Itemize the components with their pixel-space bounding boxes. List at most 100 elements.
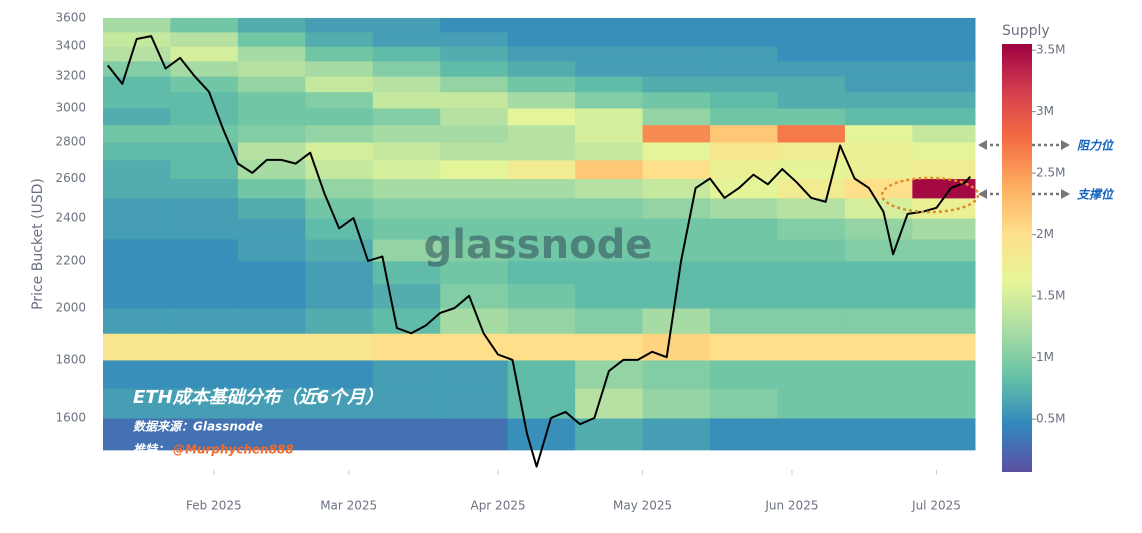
heatmap-cell — [103, 307, 171, 334]
heatmap-cell — [575, 359, 644, 389]
heatmap-cell — [103, 359, 171, 389]
heatmap-cell — [777, 239, 846, 262]
heatmap-cell — [912, 283, 976, 309]
heatmap-cell — [170, 239, 239, 262]
heatmap-cell — [575, 307, 644, 334]
heatmap-cell — [710, 260, 778, 285]
heatmap-cell — [642, 333, 711, 361]
heatmap-cell — [305, 359, 374, 389]
heatmap-cell — [237, 359, 306, 389]
heatmap-cell — [844, 76, 913, 93]
heatmap-cell — [912, 31, 976, 47]
heatmap-cell — [844, 418, 913, 451]
heatmap-cell — [103, 60, 171, 77]
y-tick-label: 1800 — [55, 352, 86, 366]
heatmap-cell — [507, 333, 576, 361]
heatmap-cell — [710, 141, 778, 161]
heatmap-cell — [440, 76, 509, 93]
heatmap-cell — [777, 141, 846, 161]
heatmap-cell — [103, 124, 171, 143]
heatmap-cell — [710, 31, 778, 47]
heatmap-cell — [507, 239, 576, 262]
heatmap-cell — [777, 307, 846, 334]
heatmap-cell — [170, 46, 239, 62]
heatmap-cell — [170, 159, 239, 180]
heatmap-cell — [170, 260, 239, 285]
heatmap-cell — [440, 124, 509, 143]
heatmap-cell — [642, 260, 711, 285]
heatmap-cell — [575, 283, 644, 309]
heatmap-cell — [710, 218, 778, 240]
heatmap-cell — [844, 124, 913, 143]
heatmap-cell — [777, 91, 846, 109]
heatmap-cell — [710, 91, 778, 109]
heatmap-cell — [372, 46, 441, 62]
heatmap-cell — [305, 107, 374, 126]
heatmap-cell — [440, 107, 509, 126]
heatmap-cell — [507, 76, 576, 93]
heatmap-cell — [642, 107, 711, 126]
heatmap-cell — [103, 141, 171, 161]
x-tick-label: Mar 2025 — [320, 499, 377, 513]
heatmap-cell — [507, 260, 576, 285]
y-tick-label: 2600 — [55, 171, 86, 185]
heatmap-cell — [777, 159, 846, 180]
heatmap-cell — [912, 260, 976, 285]
heatmap-cell — [507, 388, 576, 419]
heatmap-cell — [170, 18, 239, 33]
heatmap-cell — [372, 359, 441, 389]
heatmap-cell — [777, 178, 846, 199]
heatmap-cell — [575, 197, 644, 219]
heatmap-cell — [507, 46, 576, 62]
heatmap-cell — [777, 260, 846, 285]
heatmap-cell — [372, 91, 441, 109]
heatmap-cell — [710, 197, 778, 219]
heatmap-cell — [575, 141, 644, 161]
heatmap-cell — [440, 359, 509, 389]
heatmap-cell — [237, 141, 306, 161]
heatmap-cell — [642, 178, 711, 199]
heatmap-cell — [170, 124, 239, 143]
heatmap-cell — [642, 18, 711, 33]
heatmap-cell — [642, 239, 711, 262]
heatmap-cell — [507, 107, 576, 126]
heatmap-cell — [103, 107, 171, 126]
heatmap-cell — [710, 307, 778, 334]
heatmap-cell — [642, 307, 711, 334]
heatmap-cell — [372, 239, 441, 262]
heatmap-cell — [575, 60, 644, 77]
heatmap-cell — [844, 60, 913, 77]
y-tick-label: 2800 — [55, 134, 86, 148]
heatmap-cell — [237, 46, 306, 62]
heatmap-cell — [440, 388, 509, 419]
heatmap-cell — [372, 197, 441, 219]
heatmap-cell — [237, 178, 306, 199]
heatmap-cell — [237, 197, 306, 219]
heatmap-cell — [912, 159, 976, 180]
heatmap-cell — [440, 197, 509, 219]
heatmap-cell — [642, 91, 711, 109]
heatmap-cell — [575, 91, 644, 109]
heatmap-cell — [305, 60, 374, 77]
heatmap-cell — [237, 18, 306, 33]
heatmap-cell — [305, 283, 374, 309]
source: 数据来源：Glassnode — [133, 420, 263, 434]
heatmap-cell — [170, 283, 239, 309]
heatmap-cell — [710, 239, 778, 262]
heatmap-cell — [575, 388, 644, 419]
heatmap-cell — [575, 107, 644, 126]
heatmap-cell — [305, 260, 374, 285]
heatmap-cell — [575, 76, 644, 93]
x-tick-label: Jul 2025 — [911, 499, 961, 513]
heatmap-cell — [170, 307, 239, 334]
heatmap-cell — [237, 388, 306, 419]
heatmap-cell — [440, 60, 509, 77]
heatmap-cell — [642, 197, 711, 219]
heatmap-cell — [372, 60, 441, 77]
heatmap-cell — [103, 283, 171, 309]
heatmap-cell — [844, 31, 913, 47]
y-tick-label: 2200 — [55, 253, 86, 267]
heatmap-cell — [575, 260, 644, 285]
support-label: 支撑位 — [1077, 188, 1115, 202]
